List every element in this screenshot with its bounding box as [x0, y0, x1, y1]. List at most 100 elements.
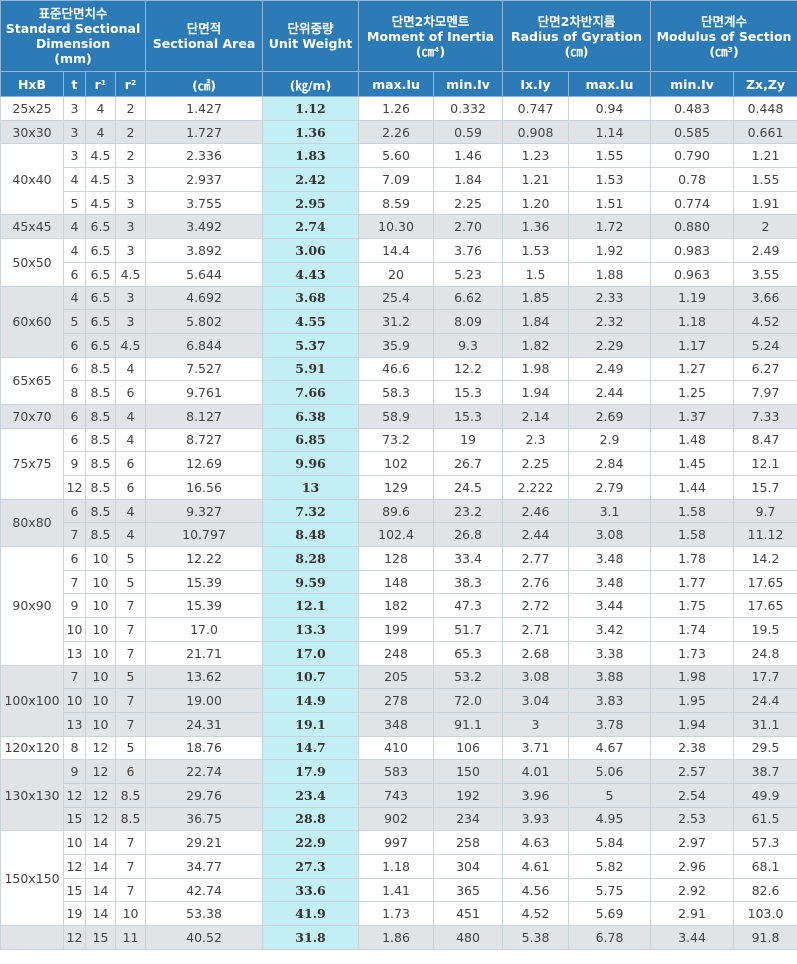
cell: 7 — [114, 854, 147, 879]
cell: 51.7 — [433, 617, 504, 642]
column-header: HxB — [0, 71, 64, 97]
cell: 1.82 — [502, 332, 570, 358]
header-ko: 단위중량 — [287, 21, 334, 36]
cell: 12 — [63, 782, 86, 808]
cell: 14 — [85, 854, 116, 879]
cell: 0.880 — [650, 214, 735, 240]
cell: 12.1 — [733, 451, 797, 476]
cell: 2.25 — [502, 451, 570, 476]
cell: 0.661 — [733, 119, 797, 145]
cell: 4 — [63, 167, 86, 192]
cell: 5.24 — [733, 332, 797, 358]
cell: 1.83 — [262, 143, 360, 169]
cell: 91.8 — [733, 925, 797, 950]
cell: 0.59 — [433, 119, 504, 145]
cell: 1.74 — [650, 617, 735, 642]
cell: 583 — [358, 759, 435, 784]
cell: 5.91 — [262, 356, 360, 382]
cell: 199 — [358, 617, 435, 642]
cell: 33.4 — [433, 546, 504, 571]
cell: 17.65 — [733, 593, 797, 619]
table-row: 45x45 4 6.5 3 3.492 2.74 10.30 2.70 1.36 1.72 0.88… — [0, 214, 797, 240]
cell: 1.98 — [502, 356, 570, 382]
cell: 9.761 — [145, 380, 264, 405]
cell: 3 — [114, 238, 147, 263]
cell: 3.48 — [568, 546, 652, 571]
cell: 1.98 — [650, 664, 735, 690]
cell: 19.5 — [733, 617, 797, 642]
cell: 6 — [114, 380, 147, 405]
cell: 2.26 — [358, 119, 435, 145]
cell: 410 — [358, 735, 435, 761]
cell: 8.127 — [145, 403, 264, 429]
cell: 15.3 — [433, 380, 504, 405]
cell: 17.65 — [733, 569, 797, 595]
cell: 2 — [114, 96, 147, 121]
cell: 7 — [114, 830, 147, 855]
cell: 4 — [114, 427, 147, 453]
cell: 5 — [63, 309, 86, 334]
cell: 1.12 — [262, 96, 360, 121]
cell: 1.51 — [568, 190, 652, 216]
cell: 5.69 — [568, 901, 652, 927]
table-row: 12 15 11 40.52 31.8 1.86 480 5.38 6.78 3.44 91.8 — [0, 925, 797, 950]
cell: 234 — [433, 806, 504, 832]
cell: 10 — [114, 901, 147, 927]
cell: 5 — [114, 664, 147, 690]
table-row: 75x75 6 8.5 4 8.727 6.85 73.2 19 2.3 2.9 1.48 8.47 — [0, 427, 797, 500]
table-row: 7 10 5 15.39 9.59 148 38.3 2.76 3.48 1.77 17.65 — [1, 569, 797, 595]
cell: 1.45 — [650, 451, 735, 476]
cell: 21.71 — [145, 640, 264, 666]
cell: 5 — [63, 190, 86, 216]
cell: 89.6 — [358, 498, 435, 524]
header-en: Unit Weight — [268, 36, 353, 51]
table-row: 19 14 10 53.38 41.9 1.73 451 4.52 5.69 2.91 103.0 — [1, 901, 797, 927]
table-row: 90x90 6 10 5 12.22 8.28 128 33.4 2.77 3.48 1.78 14.… — [0, 546, 797, 666]
cell: 26.7 — [433, 451, 504, 476]
column-header: t — [63, 71, 86, 97]
table-row: 25x25 3 4 2 1.427 1.12 1.26 0.332 0.747 0.94 0.483… — [0, 96, 797, 121]
cell: 1.84 — [433, 167, 504, 192]
cell: 103.0 — [733, 901, 797, 927]
cell: 0.78 — [650, 167, 735, 192]
cell: 1.17 — [650, 332, 735, 358]
cell: 1.86 — [358, 925, 435, 950]
cell: 7.97 — [733, 380, 797, 405]
cell: 1.44 — [650, 475, 735, 500]
table-row: 4 4.5 3 2.937 2.42 7.09 1.84 1.21 1.53 0.78 1.55 — [1, 167, 797, 192]
header-unit: (mm) — [54, 51, 92, 66]
table-row: 6 6.5 4.5 6.844 5.37 35.9 9.3 1.82 2.29 1.17 5.24 — [1, 332, 797, 358]
table-row: 13 10 7 21.71 17.0 248 65.3 2.68 3.38 1.73 24.8 — [1, 640, 797, 666]
cell: 106 — [433, 735, 504, 761]
cell: 1.77 — [650, 569, 735, 595]
cell: 2.74 — [262, 214, 360, 240]
cell: 5.75 — [568, 877, 652, 903]
cell: 73.2 — [358, 427, 435, 453]
cell: 15.3 — [433, 403, 504, 429]
cell: 1.55 — [568, 143, 652, 169]
cell: 2.69 — [568, 403, 652, 429]
cell: 2.91 — [650, 901, 735, 927]
cell: 7 — [114, 617, 147, 642]
cell: 1.14 — [568, 119, 652, 145]
table-row: 40x40 3 4.5 2 2.336 1.83 5.60 1.46 1.23 1.55 0.790… — [0, 143, 797, 216]
table-row: 70x70 6 8.5 4 8.127 6.38 58.9 15.3 2.14 2.69 1.37 7… — [0, 403, 797, 429]
header-en: Sectional Area — [152, 36, 256, 51]
cell: 24.5 — [433, 475, 504, 500]
cell: 3.66 — [733, 285, 797, 311]
cell: 53.38 — [145, 901, 264, 927]
cell: 3.88 — [568, 664, 652, 690]
table-row: 65x65 6 8.5 4 7.527 5.91 46.6 12.2 1.98 2.49 1.27 6… — [0, 356, 797, 405]
cell: 278 — [358, 688, 435, 713]
cell: 24.4 — [733, 688, 797, 713]
cell: 6 — [114, 759, 147, 784]
header-en: Standard Sectional Dimension — [5, 21, 141, 51]
cell: 58.9 — [358, 403, 435, 429]
cell: 1.85 — [502, 285, 570, 311]
cell: 8 — [63, 735, 86, 761]
cell: 17.0 — [145, 617, 264, 642]
cell: 6.5 — [85, 238, 116, 263]
cell: 14.7 — [262, 735, 360, 761]
cell: 4.5 — [85, 143, 116, 169]
cell: 10 — [85, 593, 116, 619]
